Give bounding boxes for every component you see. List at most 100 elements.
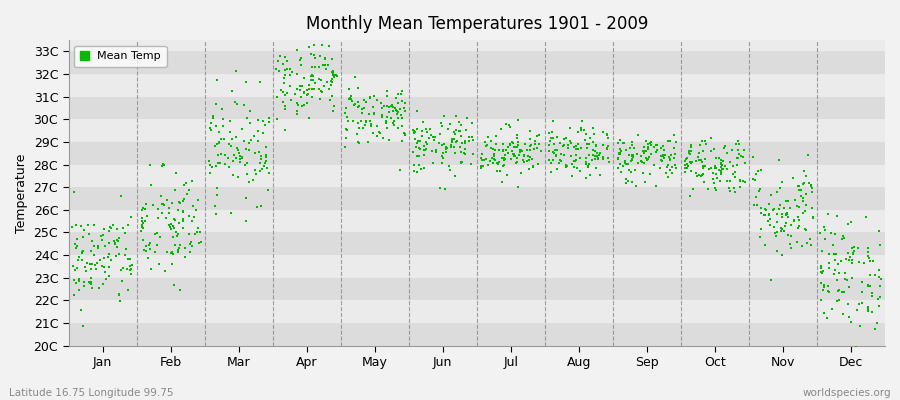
Point — [441, 126, 455, 132]
Point — [729, 141, 743, 147]
Point — [380, 114, 394, 121]
Point — [177, 196, 192, 202]
Point — [488, 147, 502, 153]
Point — [528, 138, 543, 144]
Point — [803, 235, 817, 242]
Point — [474, 151, 489, 158]
Point — [325, 79, 339, 85]
Point — [369, 133, 383, 139]
Point — [72, 278, 86, 284]
Point — [553, 157, 567, 163]
Point — [320, 79, 335, 85]
Point — [766, 206, 780, 213]
Point — [619, 146, 634, 153]
Point — [306, 72, 320, 79]
Point — [658, 152, 672, 158]
Point — [294, 102, 309, 109]
Point — [364, 123, 379, 129]
Point — [260, 165, 274, 172]
Point — [452, 127, 466, 134]
Point — [429, 148, 444, 155]
Point — [91, 243, 105, 250]
Point — [305, 77, 320, 84]
Point — [327, 73, 341, 80]
Point — [613, 146, 627, 152]
Point — [69, 235, 84, 242]
Point — [398, 131, 412, 138]
Point — [854, 300, 868, 307]
Point — [389, 94, 403, 101]
Point — [590, 156, 605, 162]
Point — [614, 168, 628, 175]
Point — [508, 160, 523, 166]
Bar — [68, 255, 885, 278]
Point — [526, 163, 540, 170]
Point — [698, 138, 712, 144]
Point — [710, 174, 724, 181]
Point — [155, 201, 169, 207]
Point — [449, 138, 464, 145]
Point — [792, 183, 806, 189]
Point — [168, 170, 183, 176]
Point — [83, 260, 97, 267]
Point — [351, 85, 365, 92]
Point — [84, 275, 98, 282]
Point — [271, 57, 285, 64]
Point — [291, 101, 305, 108]
Point — [527, 146, 542, 152]
Point — [634, 158, 649, 165]
Point — [84, 278, 98, 285]
Point — [681, 150, 696, 156]
Point — [783, 205, 797, 211]
Point — [834, 236, 849, 243]
Point — [248, 150, 263, 156]
Point — [816, 224, 831, 231]
Point — [81, 222, 95, 228]
Point — [214, 136, 229, 142]
Point — [571, 165, 585, 172]
Point — [663, 157, 678, 163]
Point — [746, 176, 760, 182]
Point — [301, 90, 315, 97]
Point — [712, 155, 726, 162]
Point — [209, 163, 223, 169]
Bar — [68, 187, 885, 210]
Point — [237, 138, 251, 144]
Point — [191, 197, 205, 203]
Point — [389, 107, 403, 113]
Point — [518, 141, 533, 148]
Point — [278, 102, 293, 109]
Text: worldspecies.org: worldspecies.org — [803, 388, 891, 398]
Point — [173, 242, 187, 248]
Point — [669, 165, 683, 172]
Point — [250, 204, 265, 210]
Point — [176, 224, 190, 231]
Point — [841, 301, 855, 307]
Point — [231, 174, 246, 180]
Point — [255, 166, 269, 172]
Point — [150, 215, 165, 222]
Point — [798, 226, 813, 232]
Point — [507, 153, 521, 159]
Point — [418, 147, 432, 153]
Point — [290, 111, 304, 117]
Point — [152, 261, 166, 268]
Point — [114, 278, 129, 284]
Point — [650, 147, 664, 154]
Point — [233, 156, 248, 162]
Point — [142, 246, 157, 252]
Point — [256, 130, 270, 136]
Point — [818, 227, 832, 234]
Point — [600, 132, 615, 138]
Point — [840, 277, 854, 284]
Point — [664, 169, 679, 176]
Point — [635, 148, 650, 155]
Point — [262, 115, 276, 121]
Point — [242, 146, 256, 153]
Point — [639, 155, 653, 162]
Point — [442, 162, 456, 169]
Point — [516, 157, 530, 163]
Point — [544, 135, 558, 141]
Point — [269, 66, 284, 73]
Point — [300, 92, 314, 98]
